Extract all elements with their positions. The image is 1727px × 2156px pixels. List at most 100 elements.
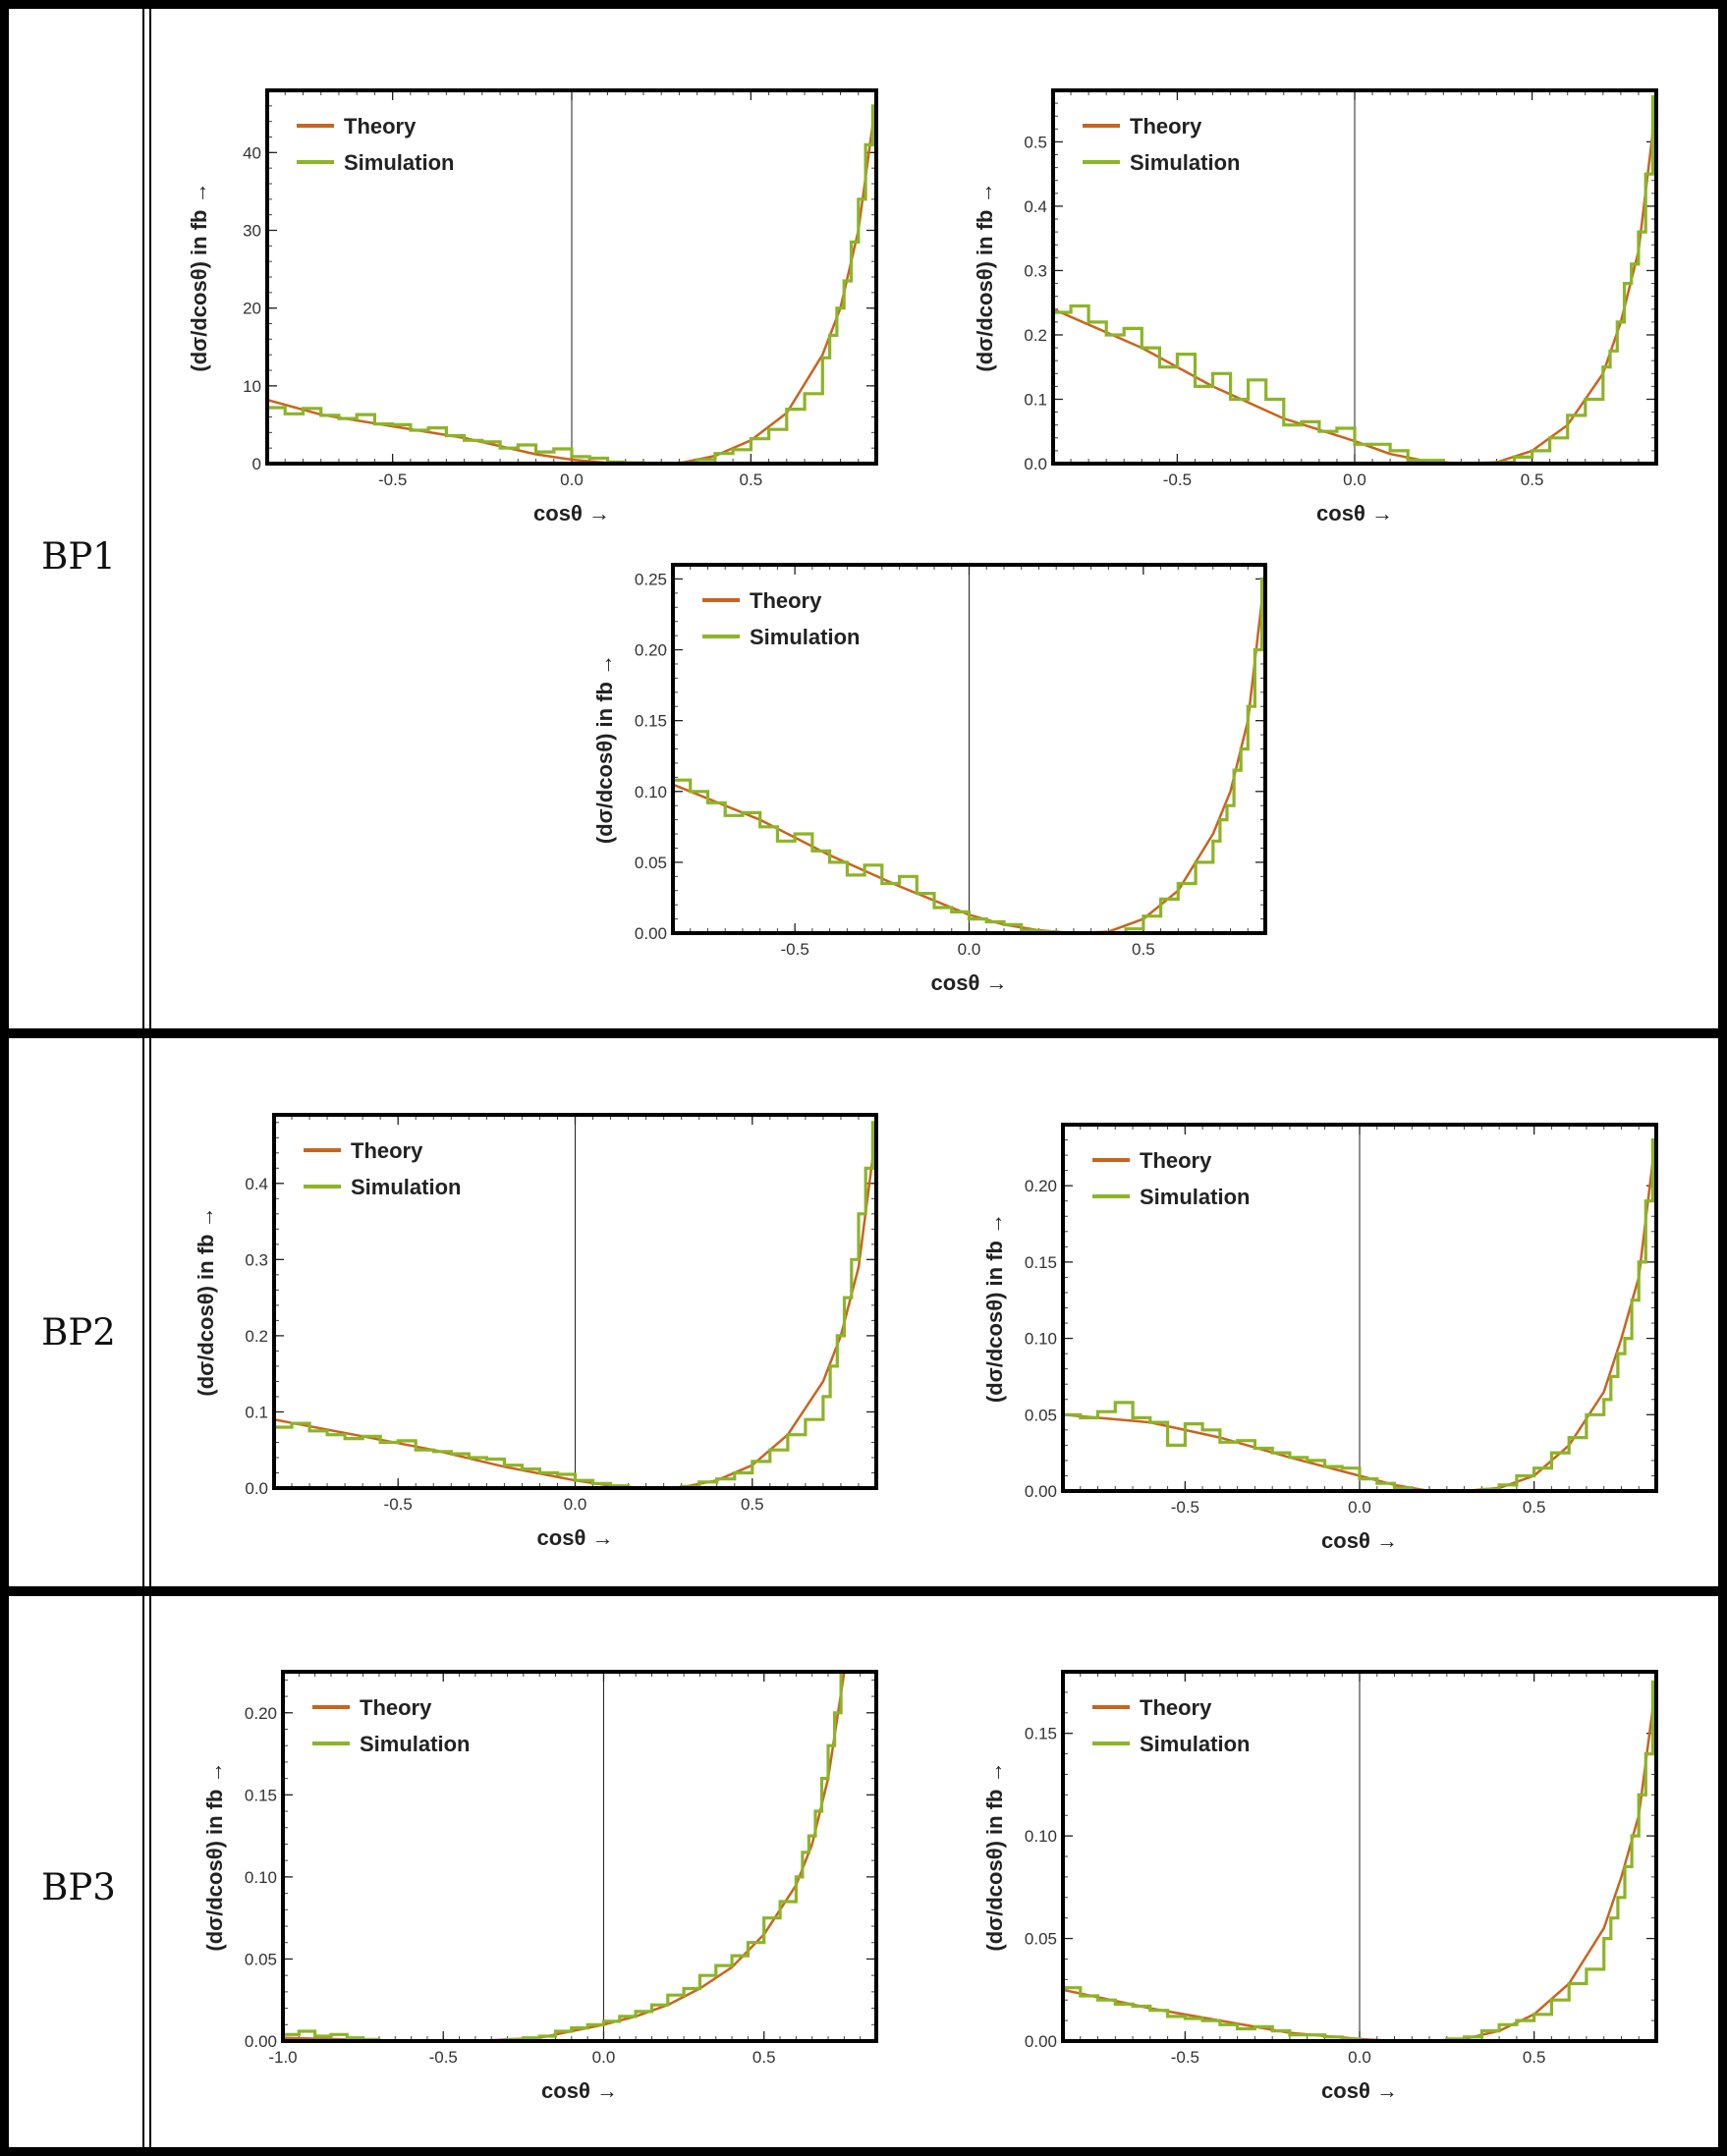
x-axis-title: cosθ → — [1321, 1528, 1398, 1553]
legend-simulation-label: Simulation — [1140, 1185, 1250, 1209]
legend-simulation-label: Simulation — [1140, 1732, 1250, 1756]
y-tick-label: 0.10 — [1025, 1827, 1057, 1846]
x-axis-title: cosθ → — [537, 1525, 614, 1550]
row-label-bp3: BP3 — [41, 1866, 116, 1908]
theory-series — [1063, 1132, 1656, 1491]
legend-simulation-label: Simulation — [344, 150, 454, 175]
chart-bp3-b: 0.00 0.05 0.10 0.15 -0.5 0.0 0.5 Theory Simulati… — [982, 1670, 1658, 2103]
x-tick-label: 0.5 — [741, 1495, 764, 1514]
y-axis-title: (dσ/dcosθ) in fb → — [194, 1206, 218, 1396]
simulation-series — [673, 577, 1265, 933]
x-tick-label: 0.0 — [560, 470, 584, 489]
legend-theory-label: Theory — [750, 588, 822, 613]
y-tick-label: 0.20 — [1025, 1177, 1057, 1195]
row-label-bp1: BP1 — [41, 535, 116, 578]
y-tick-label: 0.1 — [245, 1403, 268, 1421]
legend-simulation-label: Simulation — [750, 625, 860, 649]
y-tick-label: 0.05 — [245, 1950, 277, 1968]
y-tick-label: 0.00 — [1025, 1482, 1057, 1501]
x-tick-label: -0.5 — [429, 2048, 458, 2067]
legend-theory-label: Theory — [344, 114, 417, 138]
simulation-series — [1063, 1137, 1656, 1491]
x-tick-label: 0.0 — [1348, 2048, 1371, 2067]
legend-theory-label: Theory — [1140, 1148, 1212, 1173]
x-tick-label: -0.5 — [384, 1495, 413, 1514]
plot-frame — [1061, 1123, 1658, 1493]
y-tick-label: 0.15 — [245, 1786, 277, 1804]
row-label-bp2: BP2 — [41, 1311, 116, 1354]
x-tick-label: 0.5 — [740, 470, 763, 489]
legend-theory-label: Theory — [1130, 114, 1202, 138]
x-axis-title: cosθ → — [1316, 501, 1393, 525]
legend-simulation-label: Simulation — [360, 1732, 470, 1756]
y-tick-label: 0.00 — [635, 924, 667, 943]
plot-frame — [272, 1113, 878, 1490]
legend-theory-label: Theory — [351, 1138, 423, 1163]
y-tick-label: 0.25 — [635, 570, 667, 588]
x-tick-label: 0.0 — [958, 940, 981, 959]
x-tick-label: 0.0 — [564, 1495, 587, 1514]
x-tick-label: 0.5 — [1523, 2048, 1546, 2067]
legend-simulation-label: Simulation — [351, 1175, 461, 1199]
row-divider-inner — [149, 9, 151, 2147]
chart-bp1-b: 0.0 0.1 0.2 0.3 0.4 0.5 -0.5 0.0 0.5 Theory Simula… — [973, 88, 1658, 525]
plot-frame — [671, 563, 1267, 935]
x-tick-label: 0.0 — [1343, 470, 1366, 489]
theory-series — [283, 1672, 846, 2041]
x-tick-label: -0.5 — [378, 470, 407, 489]
theory-series — [673, 572, 1265, 933]
plot-frame — [1051, 88, 1658, 466]
y-tick-label: 0.15 — [1025, 1725, 1057, 1743]
x-tick-label: 0.0 — [592, 2048, 616, 2067]
y-tick-label: 0.3 — [245, 1250, 268, 1269]
x-tick-label: 0.5 — [1132, 940, 1155, 959]
plot-frame — [1061, 1670, 1658, 2043]
y-tick-label: 0.05 — [1025, 1930, 1057, 1949]
y-tick-label: 0.05 — [635, 854, 667, 872]
x-axis-title: cosθ → — [931, 970, 1008, 995]
y-tick-label: 0.20 — [635, 641, 667, 660]
y-tick-label: 0.0 — [245, 1479, 268, 1498]
x-tick-label: 0.0 — [1348, 1498, 1371, 1517]
y-axis-title: (dσ/dcosθ) in fb → — [187, 182, 211, 371]
x-axis-title: cosθ → — [541, 2078, 618, 2103]
simulation-series — [283, 1672, 858, 2041]
chart-bp2-b: 0.00 0.05 0.10 0.15 0.20 -0.5 0.0 0.5 Theory Simu… — [982, 1123, 1658, 1553]
y-axis-title: (dσ/dcosθ) in fb → — [592, 654, 617, 844]
y-axis-title: (dσ/dcosθ) in fb → — [973, 182, 997, 371]
y-tick-label: 0.00 — [1025, 2032, 1057, 2051]
simulation-series — [1053, 95, 1656, 464]
x-tick-label: -0.5 — [1163, 470, 1192, 489]
panel-bp1 — [0, 0, 1727, 1033]
x-tick-label: -0.5 — [1171, 1498, 1199, 1517]
y-tick-label: 0.4 — [1024, 197, 1047, 216]
y-tick-label: 0.1 — [1024, 390, 1047, 409]
y-tick-label: 0.20 — [245, 1704, 277, 1723]
y-tick-label: 0.2 — [1024, 326, 1047, 345]
plot-frame — [265, 88, 878, 466]
theory-series — [1053, 102, 1656, 464]
plot-frame — [281, 1670, 878, 2043]
x-tick-label: 0.5 — [1521, 470, 1544, 489]
y-tick-label: 0.00 — [245, 2032, 277, 2051]
x-axis-title: cosθ → — [1321, 2078, 1398, 2103]
chart-bp2-a: 0.0 0.1 0.2 0.3 0.4 -0.5 0.0 0.5 Theory Simulatio… — [194, 1113, 878, 1550]
y-tick-label: 0 — [252, 455, 261, 473]
x-tick-label: -1.0 — [268, 2048, 297, 2067]
y-tick-label: 0.15 — [635, 712, 667, 731]
panel-bp3 — [0, 1591, 1727, 2156]
y-tick-label: 0.5 — [1024, 133, 1047, 151]
panel-bp2 — [0, 1033, 1727, 1591]
simulation-series — [1063, 1680, 1656, 2041]
y-axis-title: (dσ/dcosθ) in fb → — [202, 1761, 227, 1951]
y-tick-label: 0.4 — [245, 1175, 268, 1193]
legend-simulation-label: Simulation — [1130, 150, 1240, 175]
y-tick-label: 0.0 — [1024, 455, 1047, 473]
y-tick-label: 10 — [243, 377, 261, 396]
y-tick-label: 0.10 — [245, 1868, 277, 1887]
y-axis-title: (dσ/dcosθ) in fb → — [982, 1213, 1007, 1403]
row-divider-outer — [142, 9, 144, 2147]
x-tick-label: 0.5 — [752, 2048, 776, 2067]
y-tick-label: 0.2 — [245, 1327, 268, 1346]
y-tick-label: 30 — [243, 222, 261, 241]
